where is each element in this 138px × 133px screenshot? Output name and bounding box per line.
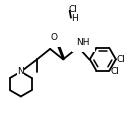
Text: Cl: Cl	[68, 5, 77, 14]
Text: N: N	[17, 67, 24, 76]
Text: Cl: Cl	[110, 67, 119, 76]
Text: H: H	[71, 14, 78, 23]
Text: NH: NH	[77, 38, 90, 47]
Text: Cl: Cl	[117, 55, 126, 64]
Text: O: O	[51, 33, 58, 42]
